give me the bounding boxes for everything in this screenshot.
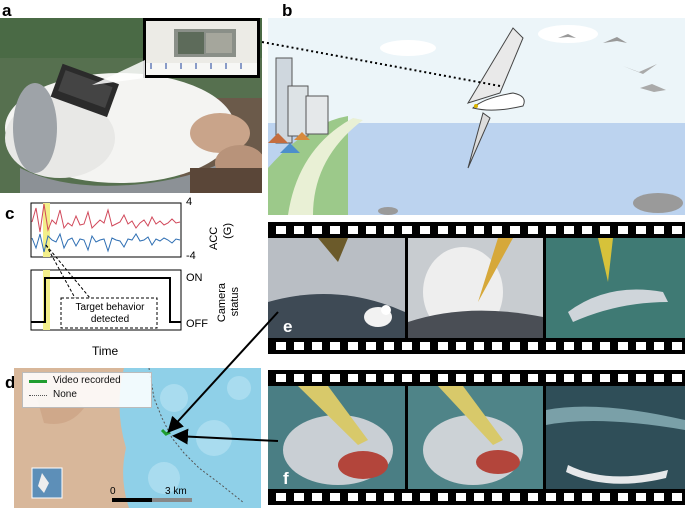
camera-on-label: ON — [186, 272, 203, 284]
annotation-text: Target behavior detected — [64, 302, 156, 326]
logger-inset — [143, 18, 260, 78]
panel-label-d: d — [5, 373, 16, 392]
acc-min-label: -4 — [186, 250, 196, 262]
arrow-to-map-f — [172, 428, 279, 445]
seascape-drawing — [268, 18, 685, 215]
film-strip-e — [268, 222, 685, 354]
logger-to-gull-link — [261, 41, 501, 87]
film-strip-f — [268, 370, 685, 505]
film-strip-f-frames — [268, 370, 685, 505]
camera-highlight-band — [43, 270, 50, 330]
legend-none-swatch — [29, 395, 47, 396]
time-axis-label: Time — [92, 344, 119, 358]
logger-inset-photo — [146, 21, 257, 75]
legend-video-label: Video recorded — [53, 375, 121, 386]
film-strip-e-frames — [268, 222, 685, 354]
scale-start: 0 — [110, 486, 116, 497]
acc-blue-trace — [31, 232, 181, 253]
seascape-illustration — [268, 18, 685, 215]
panel-label-b: b — [282, 1, 293, 20]
acc-plot-frame — [30, 202, 182, 258]
map-legend: Video recorded None — [22, 372, 152, 408]
acc-max-label: 4 — [186, 196, 193, 208]
arrow-to-map-e — [167, 311, 279, 433]
scale-end: 3 km — [165, 486, 187, 497]
inset-callout-lines — [92, 60, 145, 85]
acc-highlight-band — [43, 203, 50, 257]
legend-none-label: None — [53, 389, 77, 400]
scale-bar-half — [152, 498, 192, 502]
annotation-line-1: Target behavior — [75, 302, 145, 313]
panel-label-a: a — [2, 1, 12, 20]
panel-label-c: c — [5, 204, 15, 223]
camera-off-label: OFF — [186, 318, 208, 330]
acc-red-trace — [31, 203, 181, 233]
panel-label-f: f — [283, 469, 289, 488]
annotation-line-2: detected — [90, 314, 130, 325]
panel-label-e: e — [283, 317, 293, 336]
legend-video-swatch — [29, 380, 47, 383]
camera-status-trace — [31, 277, 181, 323]
annotation-box — [60, 297, 158, 329]
acc-camera-chart — [30, 202, 182, 331]
logger-device-image — [146, 21, 257, 75]
